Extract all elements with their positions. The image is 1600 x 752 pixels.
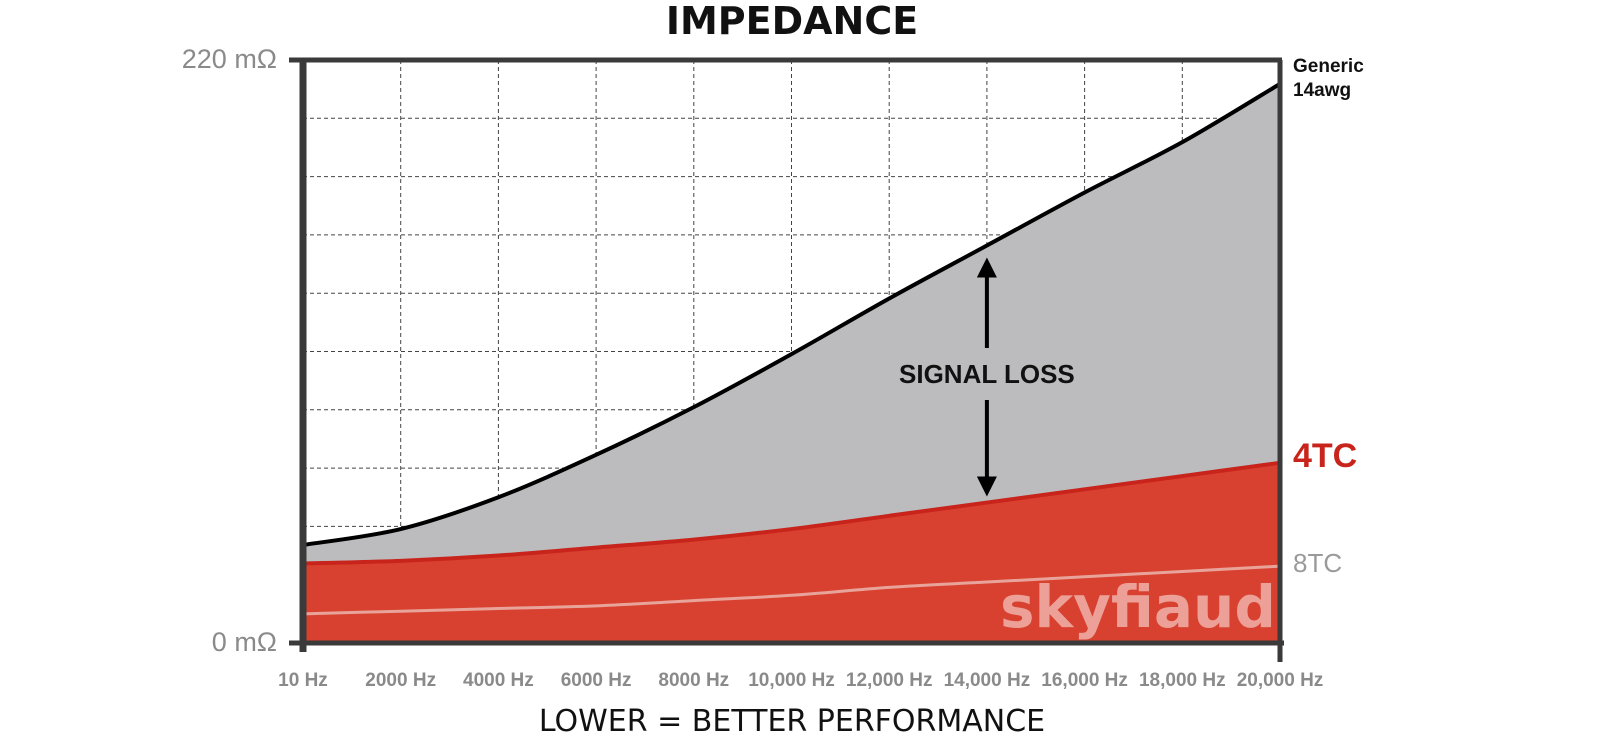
x-tick-label: 2000 Hz [365,670,436,691]
area-4tc [303,462,1280,643]
x-tick-labels: 10 Hz 2000 Hz 4000 Hz 6000 Hz 8000 Hz 10,000 … [278,670,1323,691]
signal-loss-label: SIGNAL LOSS [899,359,1075,389]
axes [289,57,1284,662]
x-tick-label: 4000 Hz [463,670,534,691]
x-tick-label: 10,000 Hz [748,670,835,691]
x-tick-label: 8000 Hz [658,670,729,691]
x-tick-label: 10 Hz [278,670,328,691]
series-label-4tc: 4TC [1293,437,1357,475]
line-generic-14awg [302,82,1282,547]
watermark: skyfiaudio [1000,573,1336,641]
series-areas [303,83,1280,644]
series-label-generic-14awg: Generic 14awg [1293,56,1364,101]
y-tick-max: 220 mΩ [182,44,277,74]
chart-title: IMPEDANCE [666,0,918,43]
line-4tc [302,460,1281,566]
x-tick-label: 6000 Hz [561,670,632,691]
x-tick-label: 18,000 Hz [1139,670,1226,691]
x-tick-label: 12,000 Hz [846,670,933,691]
line-8tc [302,564,1281,616]
series-labels: Generic 14awg 4TC 8TC [1293,56,1364,578]
chart-subtitle: LOWER = BETTER PERFORMANCE [539,704,1045,739]
series-label-8tc: 8TC [1293,548,1342,578]
x-tick-label: 14,000 Hz [944,670,1031,691]
series-lines [302,82,1282,616]
signal-loss-annotation: SIGNAL LOSS [899,257,1075,497]
x-tick-label: 16,000 Hz [1041,670,1128,691]
y-tick-min: 0 mΩ [212,627,277,657]
x-tick-label: 20,000 Hz [1237,670,1324,691]
